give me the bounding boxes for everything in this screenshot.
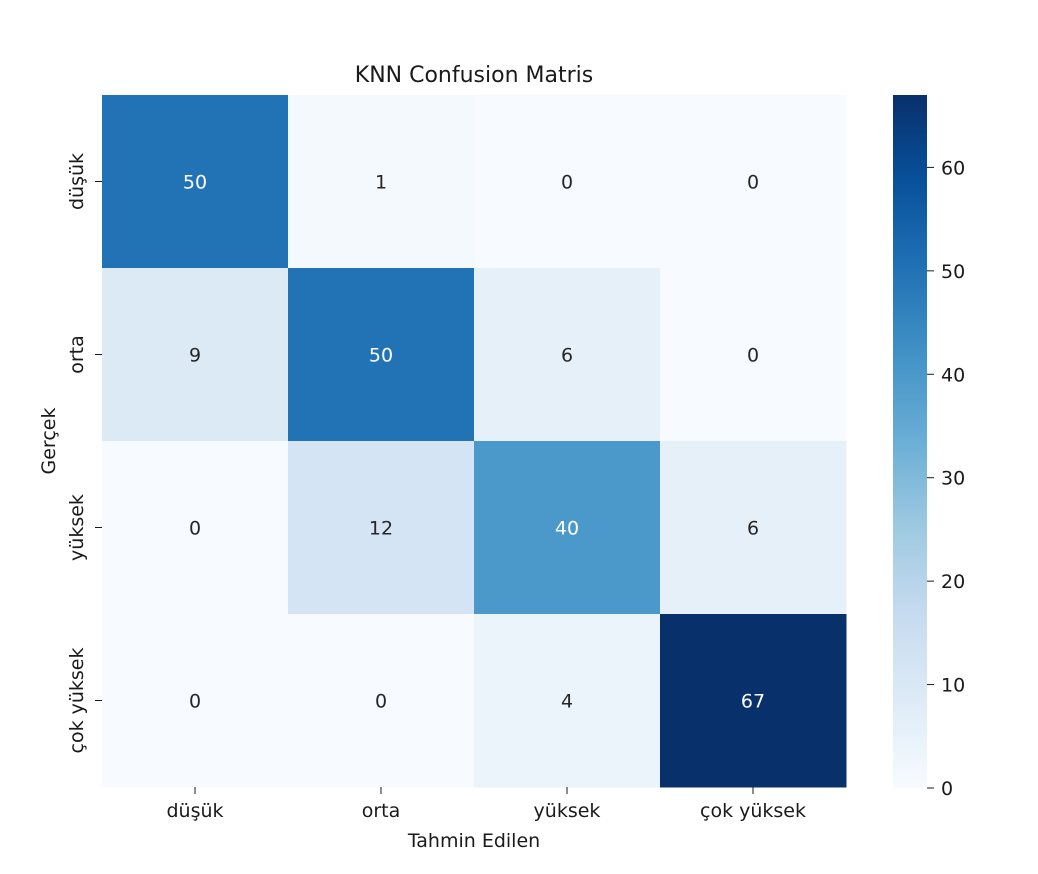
colorbar-tick-label: 20 bbox=[941, 571, 965, 593]
x-axis-label: Tahmin Edilen bbox=[407, 830, 540, 852]
cell-value-label: 6 bbox=[561, 345, 573, 367]
heatmap-cell bbox=[660, 614, 847, 788]
y-tick-label: yüksek bbox=[66, 494, 88, 561]
heatmap-cell bbox=[288, 268, 475, 442]
heatmap-cell bbox=[474, 95, 661, 269]
heatmap-cell bbox=[660, 95, 847, 269]
y-tick-label: orta bbox=[66, 335, 88, 374]
cell-value-label: 0 bbox=[189, 518, 201, 540]
heatmap-cell bbox=[474, 441, 661, 615]
heatmap-cell bbox=[102, 95, 289, 269]
colorbar-tick-label: 10 bbox=[941, 675, 965, 697]
cell-value-label: 0 bbox=[375, 691, 387, 713]
colorbar-tick-label: 60 bbox=[941, 157, 965, 179]
cell-value-label: 6 bbox=[747, 518, 759, 540]
heatmap-cell bbox=[102, 441, 289, 615]
heatmap-cell bbox=[474, 268, 661, 442]
x-tick-label: yüksek bbox=[534, 800, 601, 822]
cell-value-label: 4 bbox=[561, 691, 573, 713]
heatmap-cell bbox=[102, 614, 289, 788]
cell-value-label: 0 bbox=[561, 172, 573, 194]
cell-value-label: 0 bbox=[747, 345, 759, 367]
colorbar-tick-label: 0 bbox=[941, 778, 953, 800]
colorbar bbox=[893, 95, 927, 788]
heatmap-cell bbox=[660, 441, 847, 615]
cell-value-label: 12 bbox=[369, 518, 393, 540]
cell-value-label: 0 bbox=[747, 172, 759, 194]
cell-value-label: 50 bbox=[183, 172, 207, 194]
colorbar-tick-label: 50 bbox=[941, 261, 965, 283]
colorbar-tick-label: 40 bbox=[941, 364, 965, 386]
x-tick-label: orta bbox=[362, 800, 401, 822]
colorbar-ticks: 0 10 20 30 40 50 60 bbox=[927, 157, 965, 800]
cell-value-label: 50 bbox=[369, 345, 393, 367]
cell-value-label: 9 bbox=[189, 345, 201, 367]
colorbar-tick-label: 30 bbox=[941, 468, 965, 490]
heatmap-cell bbox=[288, 441, 475, 615]
x-tick-label: düşük bbox=[166, 800, 223, 822]
heatmap-cell bbox=[660, 268, 847, 442]
cell-value-label: 1 bbox=[375, 172, 387, 194]
x-tick-label: çok yüksek bbox=[700, 800, 806, 822]
cell-value-label: 0 bbox=[189, 691, 201, 713]
cell-value-label: 67 bbox=[741, 691, 765, 713]
y-axis-ticks: düşük orta yüksek çok yüksek bbox=[66, 153, 102, 754]
heatmap-cell bbox=[474, 614, 661, 788]
y-tick-label: düşük bbox=[66, 153, 88, 210]
x-axis-ticks: düşük orta yüksek çok yüksek bbox=[166, 787, 806, 822]
heatmap-cell bbox=[102, 268, 289, 442]
heatmap-cells: 50 1 0 0 9 50 6 0 0 12 40 6 0 0 4 67 bbox=[102, 95, 847, 788]
y-tick-label: çok yüksek bbox=[66, 648, 88, 754]
y-axis-label: Gerçek bbox=[38, 408, 60, 475]
heatmap-cell bbox=[288, 614, 475, 788]
cell-value-label: 40 bbox=[555, 518, 579, 540]
chart-title: KNN Confusion Matris bbox=[355, 63, 593, 88]
heatmap-cell bbox=[288, 95, 475, 269]
